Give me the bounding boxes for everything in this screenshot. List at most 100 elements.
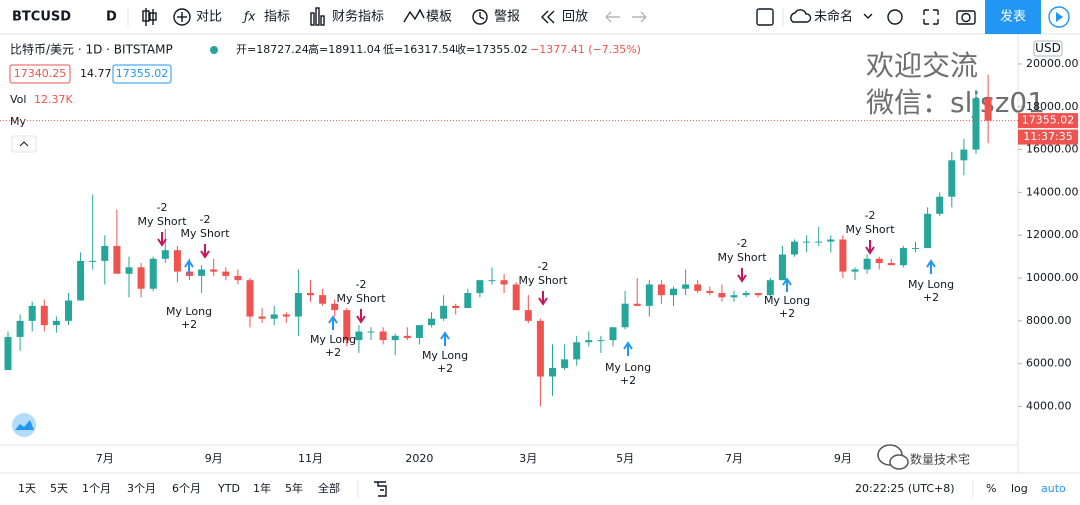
collapse-button[interactable] xyxy=(11,135,37,153)
candle-body xyxy=(476,280,484,294)
alert-button[interactable]: 警报 xyxy=(494,9,520,25)
candle-body xyxy=(307,293,314,296)
x-tick-label: 7月 xyxy=(96,452,114,465)
financials-button[interactable]: 财务指标 xyxy=(332,9,384,25)
percent-button[interactable]: % xyxy=(986,482,996,495)
candle-body xyxy=(863,258,871,270)
interval[interactable]: D xyxy=(106,10,117,25)
candle-body xyxy=(633,303,641,306)
y-tick-label: 8000.00 xyxy=(1026,314,1072,327)
range-button[interactable]: 1年 xyxy=(253,481,271,495)
long-arrow xyxy=(328,315,338,330)
x-tick-label: 11月 xyxy=(298,452,323,465)
candle-body xyxy=(682,284,690,289)
candle-body xyxy=(343,310,351,341)
snapshot-button[interactable] xyxy=(956,10,976,25)
watermark-line: 欢迎交流 xyxy=(866,49,978,82)
spread: 14.77 xyxy=(80,67,112,80)
candle-body xyxy=(524,310,532,321)
undo-button[interactable] xyxy=(605,11,620,23)
trade-qty: +2 xyxy=(923,291,939,304)
candle-body xyxy=(246,280,254,317)
layout-name[interactable]: 未命名 xyxy=(814,9,853,25)
candle-body xyxy=(210,269,218,272)
candle-body xyxy=(428,318,435,326)
settings-button[interactable] xyxy=(887,9,903,25)
range-button[interactable]: 全部 xyxy=(318,481,340,495)
candle-body xyxy=(77,260,85,301)
candle-body xyxy=(924,213,932,249)
candle-body xyxy=(149,258,157,289)
trade-qty: +2 xyxy=(325,346,341,359)
range-button[interactable]: YTD xyxy=(217,482,240,495)
strategy-label: My xyxy=(10,115,26,128)
trade-qty: +2 xyxy=(437,362,453,375)
y-tick-label: 4000.00 xyxy=(1026,399,1072,412)
play-button[interactable] xyxy=(1048,6,1070,28)
candle-body xyxy=(609,327,617,341)
x-tick-label: 9月 xyxy=(205,452,223,465)
tv-logo xyxy=(12,413,36,437)
publish-button-bg[interactable] xyxy=(985,0,1041,34)
auto-button[interactable]: auto xyxy=(1041,482,1066,495)
candle-body xyxy=(585,340,593,343)
publish-button[interactable]: 发表 xyxy=(1000,9,1026,25)
candle-body xyxy=(573,342,581,360)
candle-body xyxy=(258,316,266,319)
candle-body xyxy=(415,325,423,338)
candle-body xyxy=(198,269,206,276)
candle-body xyxy=(488,280,496,282)
range-button[interactable]: 6个月 xyxy=(172,482,201,495)
candle-body xyxy=(161,250,169,259)
short-arrow xyxy=(737,268,747,283)
trade-label: My Short xyxy=(137,215,187,228)
long-arrow xyxy=(926,259,936,274)
trade-label: My Long xyxy=(908,278,954,291)
trade-label: My Long xyxy=(166,305,212,318)
range-button[interactable]: 1天 xyxy=(18,482,36,495)
candle-body xyxy=(936,196,944,214)
candle-body xyxy=(391,335,399,341)
candle-body xyxy=(379,331,387,341)
range-button[interactable]: 3个月 xyxy=(127,482,156,495)
compare-button[interactable]: 对比 xyxy=(196,10,222,25)
replay-button[interactable]: 回放 xyxy=(562,10,588,25)
cloud-icon xyxy=(790,9,812,23)
layout-button[interactable] xyxy=(756,8,774,26)
chart-style-icon[interactable] xyxy=(142,8,157,26)
bid-price: 17340.25 xyxy=(14,67,67,80)
countdown-label: 11:37:35 xyxy=(1023,130,1072,143)
candle-body xyxy=(730,295,738,298)
range-button[interactable]: 1个月 xyxy=(82,482,111,495)
candle-body xyxy=(899,248,907,266)
candle-body xyxy=(282,314,290,317)
candle-body xyxy=(960,149,968,161)
trade-label: My Long xyxy=(605,361,651,374)
currency: USD xyxy=(1035,41,1061,55)
last-price-badge xyxy=(1018,113,1078,129)
candle-body xyxy=(52,320,60,326)
dropdown-icon[interactable] xyxy=(863,13,873,19)
candle-body xyxy=(536,320,544,377)
financials-icon xyxy=(310,7,325,26)
indicators-button[interactable]: 指标 xyxy=(264,10,290,25)
candle-body xyxy=(694,284,702,291)
watermark-brand: 数量技术宅 xyxy=(910,452,970,467)
trade-qty: -2 xyxy=(200,213,211,226)
candle-body xyxy=(113,245,121,274)
log-button[interactable]: log xyxy=(1011,482,1028,495)
candle-body xyxy=(766,280,774,296)
alert-icon xyxy=(472,9,488,25)
templates-button[interactable]: 模板 xyxy=(426,10,452,25)
candle-body xyxy=(4,336,12,371)
range-button[interactable]: 5年 xyxy=(285,481,303,495)
goto-date-button[interactable] xyxy=(374,481,387,497)
candle-body xyxy=(561,359,569,368)
fullscreen-button[interactable] xyxy=(923,9,939,25)
symbol[interactable]: BTCUSD xyxy=(12,10,71,25)
range-button[interactable]: 5天 xyxy=(50,482,68,495)
compare-icon[interactable] xyxy=(173,8,191,26)
redo-button[interactable] xyxy=(632,11,647,23)
